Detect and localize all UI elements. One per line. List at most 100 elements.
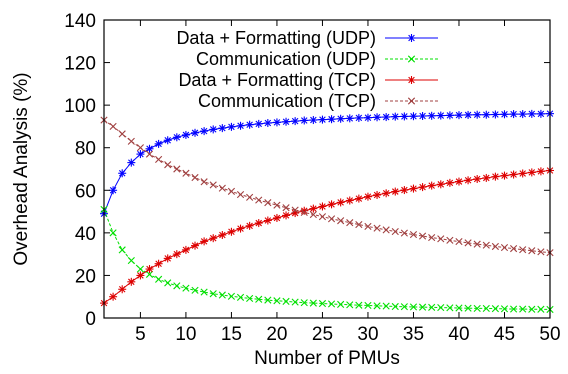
data-point — [109, 122, 117, 131]
data-point — [446, 236, 454, 244]
data-point — [363, 113, 372, 122]
data-point — [337, 300, 345, 308]
data-point — [282, 297, 290, 305]
x-axis-title: Number of PMUs — [254, 348, 400, 369]
data-point — [373, 224, 381, 232]
data-point — [373, 302, 381, 310]
data-point — [309, 210, 317, 219]
data-point — [164, 279, 172, 287]
data-point — [400, 186, 409, 195]
data-point — [173, 282, 181, 290]
data-point — [282, 204, 290, 212]
data-point — [528, 247, 536, 255]
data-point — [473, 110, 482, 119]
data-point — [427, 181, 436, 190]
data-point — [181, 130, 190, 139]
data-point — [354, 194, 363, 203]
data-point — [509, 110, 518, 119]
data-point — [482, 173, 491, 182]
data-point — [391, 302, 399, 311]
data-point — [127, 256, 135, 265]
series-layer — [100, 109, 554, 314]
data-point — [537, 305, 545, 313]
data-point — [500, 243, 509, 252]
legend-marker — [407, 97, 416, 105]
data-point — [245, 120, 254, 129]
y-tick-label: 120 — [64, 54, 96, 75]
x-tick-label: 20 — [266, 324, 287, 345]
x-tick-label: 30 — [357, 324, 378, 345]
series-line — [103, 119, 551, 254]
data-point — [464, 110, 473, 119]
y-axis-title: Overhead Analysis (%) — [11, 72, 32, 265]
data-point — [528, 305, 536, 313]
data-point — [454, 111, 463, 120]
data-point — [491, 110, 500, 119]
legend-label: Data + Formatting (TCP) — [178, 70, 376, 90]
data-point — [191, 128, 200, 137]
data-point — [500, 110, 509, 119]
data-point — [109, 229, 117, 237]
y-tick-label: 140 — [64, 11, 96, 32]
data-point — [200, 127, 209, 136]
data-point — [318, 213, 327, 221]
data-point — [382, 113, 391, 122]
data-point — [218, 291, 226, 299]
data-point — [300, 208, 308, 217]
data-point — [154, 259, 163, 268]
x-tick-label: 50 — [539, 324, 560, 345]
data-point — [427, 111, 436, 120]
data-point — [382, 302, 390, 310]
x-tick-label: 10 — [175, 324, 196, 345]
data-point — [454, 177, 463, 186]
plot-frame — [103, 19, 551, 319]
data-point — [164, 161, 172, 169]
data-point — [391, 227, 399, 236]
data-point — [510, 245, 518, 253]
y-tick-label: 60 — [75, 181, 96, 202]
data-point — [127, 137, 135, 145]
ticks-layer: 5 10 15 20 25 30 35 40 45 50 0 20 40 60 80 100 120 140 — [64, 11, 560, 345]
data-point — [336, 114, 345, 123]
data-point — [218, 230, 227, 239]
data-point — [473, 240, 481, 248]
data-point — [400, 112, 409, 121]
data-point — [118, 169, 127, 178]
data-point — [409, 230, 418, 239]
data-point — [127, 158, 136, 167]
series-line — [103, 209, 551, 310]
data-point — [400, 229, 408, 237]
y-tick-label: 0 — [85, 309, 96, 330]
data-point — [254, 119, 263, 128]
data-point — [482, 110, 491, 119]
data-point — [127, 277, 136, 286]
data-point — [364, 301, 372, 310]
data-point — [246, 193, 254, 201]
data-point — [519, 305, 527, 313]
y-tick-label: 80 — [75, 139, 96, 160]
data-point — [318, 202, 327, 211]
data-point — [145, 150, 154, 158]
x-tick-label: 40 — [448, 324, 469, 345]
data-point — [327, 300, 336, 308]
legend-marker — [407, 55, 416, 63]
data-point — [455, 304, 463, 312]
data-point — [181, 245, 190, 254]
data-point — [428, 303, 436, 311]
data-point — [154, 139, 163, 148]
data-point — [409, 184, 418, 193]
data-point — [445, 178, 454, 187]
data-point — [464, 176, 473, 185]
legend: Data + Formatting (UDP)Communication (UD… — [176, 28, 438, 111]
data-point — [191, 241, 200, 250]
data-point — [510, 305, 518, 313]
x-tick-label: 45 — [494, 324, 515, 345]
data-point — [209, 125, 218, 134]
data-point — [300, 299, 308, 307]
data-point — [145, 144, 154, 153]
data-point — [491, 172, 500, 181]
data-point — [527, 109, 536, 118]
data-point — [327, 200, 336, 209]
data-point — [345, 196, 354, 205]
